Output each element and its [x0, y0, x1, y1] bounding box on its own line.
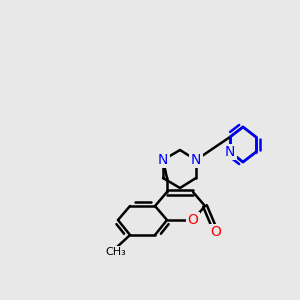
Text: N: N — [225, 145, 235, 159]
Text: O: O — [211, 225, 221, 239]
Text: O: O — [188, 213, 198, 227]
Text: N: N — [191, 153, 201, 167]
Text: CH₃: CH₃ — [106, 247, 126, 257]
Text: N: N — [158, 153, 168, 167]
